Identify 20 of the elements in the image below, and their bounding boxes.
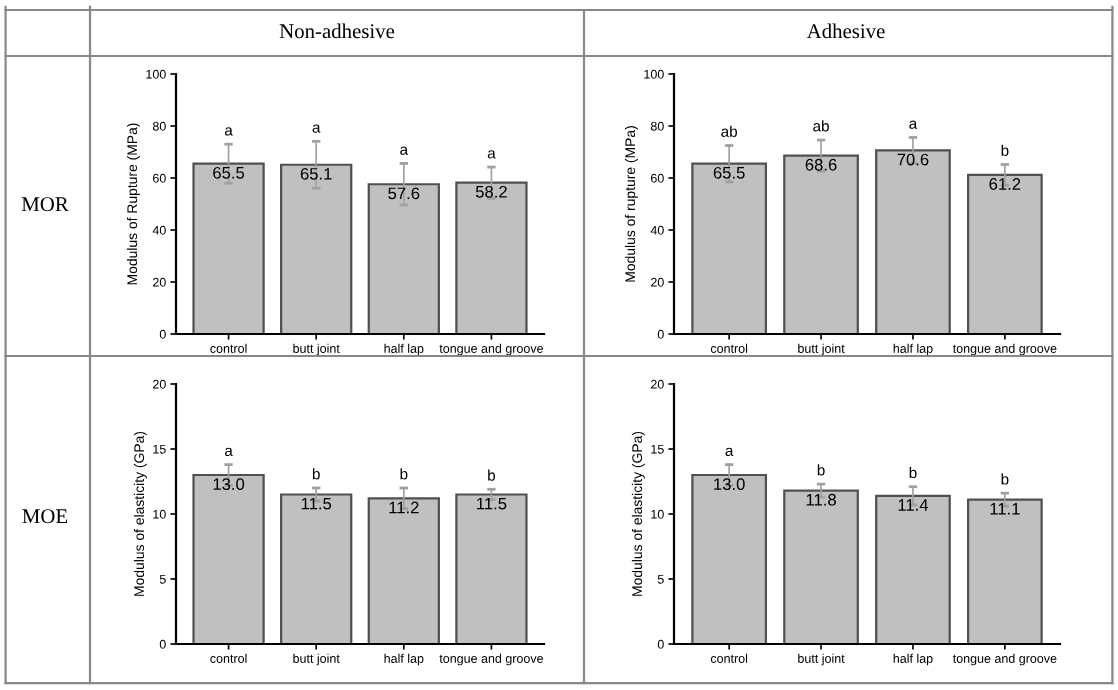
data-label: 11.2 — [389, 501, 419, 514]
data-label: 65.5 — [713, 166, 745, 179]
data-label: 11.1 — [990, 503, 1020, 515]
chart-title: Non-adhesive — [279, 23, 395, 39]
data-label: 13.0 — [213, 478, 245, 491]
data-label: 11.8 — [806, 493, 836, 506]
data-label: 57.6 — [388, 187, 420, 200]
data-label: 68.6 — [805, 158, 837, 171]
data-label: 61.2 — [989, 178, 1021, 190]
data-label: 11.5 — [477, 497, 507, 510]
data-label: 65.5 — [213, 166, 245, 179]
text: MOE — [22, 509, 68, 524]
data-label: 65.1 — [300, 167, 332, 180]
data-label: 58.2 — [475, 185, 507, 198]
data-label: 70.6 — [897, 153, 929, 166]
chart-title: Adhesive — [806, 23, 885, 39]
data-label: 11.5 — [301, 497, 332, 510]
text: MOR — [21, 197, 69, 212]
data-label: 11.4 — [898, 499, 929, 511]
data-label: 13.0 — [714, 478, 745, 491]
